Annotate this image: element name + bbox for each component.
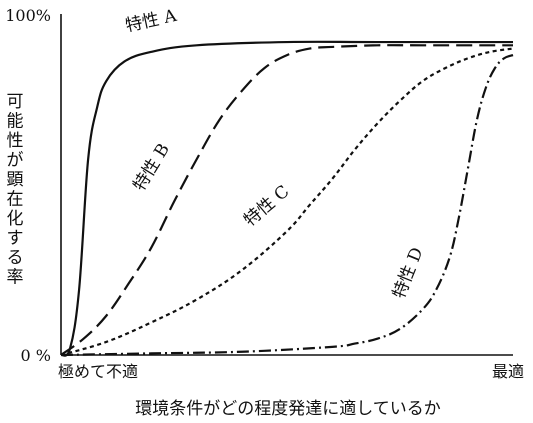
y-axis-label-char: 顕 — [7, 170, 24, 190]
y-axis-label-char: 率 — [7, 268, 24, 288]
y-axis-label-char: が — [7, 151, 24, 171]
series-group — [60, 40, 514, 357]
x-axis-label: 環境条件がどの程度発達に適しているか — [135, 399, 441, 419]
y-axis-label-char: 在 — [7, 190, 24, 210]
series-label-d: 特性 D — [389, 245, 427, 302]
series-line-b — [60, 44, 513, 356]
y-axis-label-char: 性 — [7, 131, 24, 151]
y-axis-label-char: る — [7, 248, 24, 268]
y-tick-top: 100% — [5, 6, 51, 25]
series-line-c — [60, 47, 514, 357]
series-labels: 特性 A 特性 B 特性 C 特性 D — [124, 6, 428, 302]
y-axis-label-char: 能 — [7, 112, 24, 132]
y-axis-label-char: 可 — [7, 92, 24, 112]
x-tick-right: 最適 — [492, 362, 524, 381]
series-label-c: 特性 C — [240, 182, 293, 231]
y-axis-label-char: す — [7, 229, 24, 249]
series-label-a: 特性 A — [124, 6, 179, 36]
series-label-b: 特性 B — [130, 140, 174, 195]
series-line-d — [60, 54, 514, 357]
axes — [60, 14, 513, 356]
x-tick-left: 極めて不適 — [58, 362, 138, 381]
series-line-a — [60, 40, 513, 357]
y-tick-bottom: 0 % — [21, 346, 51, 365]
y-axis-label-char: 化 — [7, 209, 24, 229]
